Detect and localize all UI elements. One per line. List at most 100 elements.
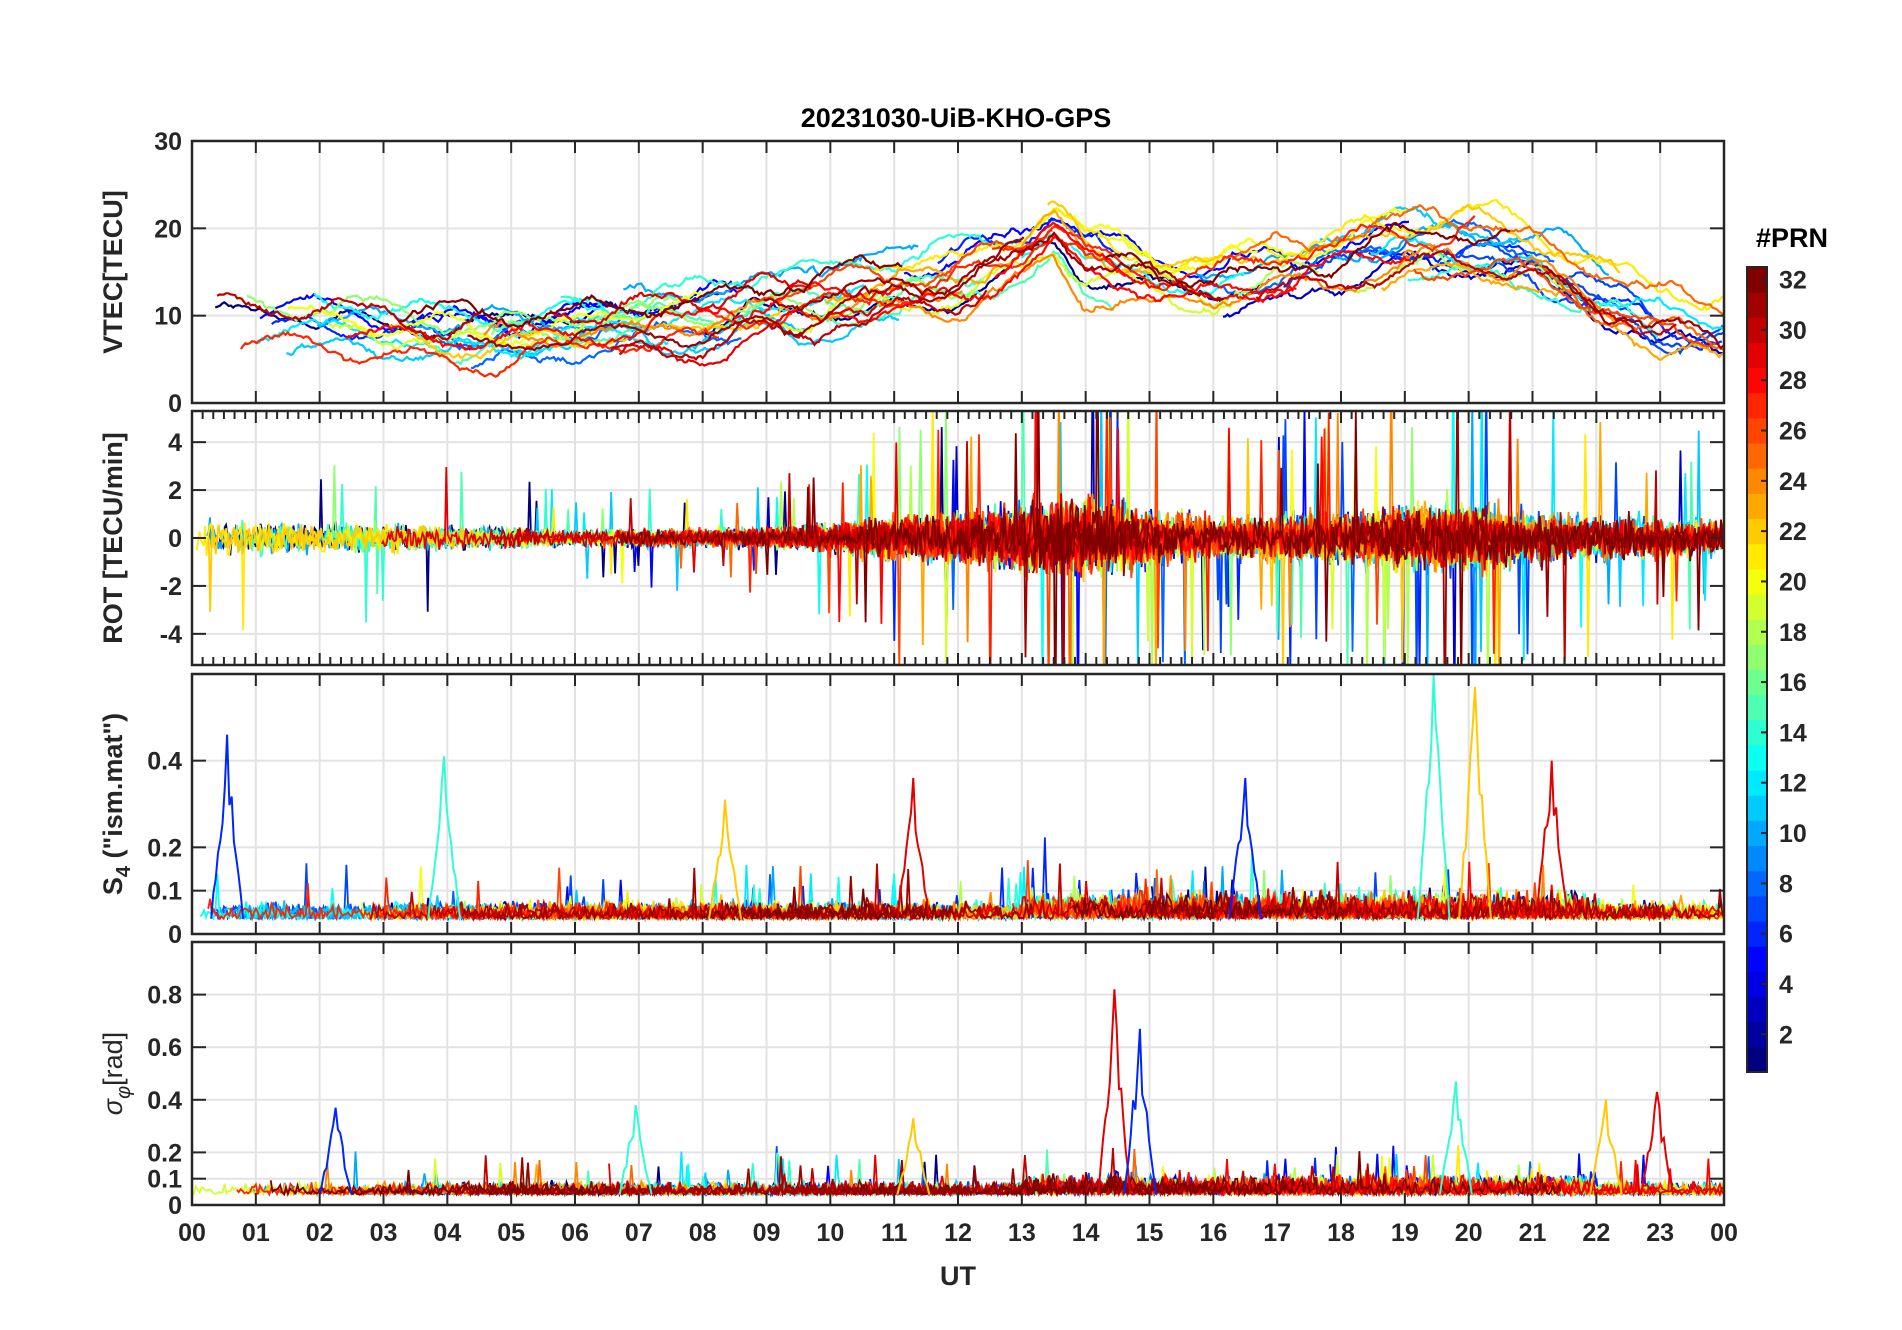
peak-line (1228, 777, 1263, 919)
colorbar-segment (1747, 594, 1767, 620)
y-axis-label: ROT [TECU/min] (98, 432, 128, 643)
colorbar-segment (1747, 820, 1767, 847)
series-line (623, 244, 919, 304)
ticks-s4: 0 0.1 0.2 0.4 (147, 674, 1725, 949)
y-tick-label: 4 (168, 429, 182, 457)
series-line (195, 411, 938, 631)
colorbar-tick-label: 12 (1779, 770, 1807, 798)
x-axis-label: UT (940, 1261, 976, 1291)
y-axis-label: σφ[rad] (98, 1032, 135, 1115)
peak-line (896, 777, 931, 919)
series-line (1031, 208, 1258, 273)
series-line (389, 306, 784, 360)
series-line (207, 523, 487, 612)
series-line (207, 877, 820, 923)
y-axis-label: S4 ("ism.mat") (98, 713, 135, 895)
y-tick-label: 0 (168, 921, 182, 949)
x-tick-label: 08 (689, 1219, 717, 1247)
y-tick-label: 0 (168, 390, 182, 418)
colorbar-segment (1747, 895, 1767, 922)
x-tick-label: 23 (1646, 1219, 1674, 1247)
series-line (216, 292, 484, 342)
peak-line (708, 799, 742, 919)
colorbar-tick-label: 18 (1779, 619, 1807, 647)
series-line (1413, 256, 1716, 348)
x-tick-labels: 00 01 02 03 04 05 06 07 08 09 10 11 12 13 14 15 16 17 18 19… (178, 1219, 1738, 1247)
series-line (992, 215, 1476, 292)
panel-s4: 0 0.1 0.2 0.4 S4 ("ism.mat") (98, 672, 1726, 949)
series-line (399, 254, 903, 328)
colorbar-segment (1747, 644, 1767, 670)
colorbar-segment (1747, 267, 1767, 293)
y-tick-label: -2 (160, 573, 182, 601)
series-line (1031, 411, 1724, 665)
colorbar-tick-label: 2 (1779, 1021, 1793, 1049)
series-line (749, 252, 1235, 334)
y-tick-label: 0.6 (147, 1034, 182, 1062)
series-line (1257, 1164, 1724, 1198)
colorbar-segment (1747, 443, 1767, 469)
colorbar-segment (1747, 568, 1767, 595)
y-tick-label: 0.1 (147, 878, 182, 906)
series-line (1194, 222, 1610, 280)
series-line (1101, 411, 1498, 665)
colorbar-tick-label: 26 (1779, 418, 1807, 446)
ticks-vtec: 0 10 20 30 (154, 128, 1725, 418)
y-tick-label: -4 (160, 621, 182, 649)
y-tick-label: 0.2 (147, 834, 182, 862)
y-tick-label: 10 (154, 303, 182, 331)
series-line (866, 880, 1290, 923)
series-line (610, 289, 988, 361)
series-line (763, 231, 1224, 311)
x-tick-label: 00 (178, 1219, 206, 1247)
y-tick-label: 0.4 (147, 748, 182, 776)
chart-title: 20231030-UiB-KHO-GPS (801, 103, 1112, 133)
x-tick-label: 14 (1072, 1219, 1100, 1247)
series-line (1431, 893, 1663, 922)
series-line (1072, 891, 1345, 922)
series-line (316, 303, 591, 335)
peak-line (896, 1118, 931, 1195)
x-tick-label: 18 (1327, 1219, 1355, 1247)
colorbar-tick-label: 24 (1779, 468, 1807, 496)
series-rot (195, 411, 1724, 665)
series-line (1105, 221, 1511, 289)
series-line (269, 1169, 616, 1198)
colorbar-tick-label: 28 (1779, 367, 1807, 395)
peak-line (210, 734, 245, 919)
x-tick-label: 01 (242, 1219, 270, 1247)
colorbar-segment (1747, 770, 1767, 796)
peak-line (1123, 1028, 1157, 1195)
series-line (413, 274, 984, 366)
colorbar-tick-label: 22 (1779, 518, 1807, 546)
colorbar-segment (1747, 468, 1767, 494)
y-tick-label: 2 (168, 477, 182, 505)
colorbar-label: #PRN (1756, 223, 1828, 253)
series-line (467, 236, 1025, 352)
series-line (1381, 261, 1724, 361)
series-vtec (214, 199, 1724, 378)
y-tick-label: 30 (154, 128, 182, 156)
panel-rot: -4 -2 0 2 4 ROT [TECU/min] (98, 409, 1726, 667)
colorbar-tick-label: 6 (1779, 921, 1793, 949)
colorbar-tick-label: 16 (1779, 669, 1807, 697)
series-line (878, 253, 1416, 323)
colorbar-segment (1747, 946, 1767, 972)
y-tick-label: 0 (168, 1192, 182, 1220)
series-line (994, 221, 1412, 296)
series-line (1231, 203, 1724, 318)
series-line (328, 320, 600, 352)
series-line (1542, 265, 1724, 350)
colorbar-tick-label: 10 (1779, 820, 1807, 848)
colorbar-segment (1747, 317, 1767, 343)
y-axis-label: VTEC[TECU] (98, 190, 128, 354)
x-tick-label: 20 (1455, 1219, 1483, 1247)
colorbar-segment (1747, 744, 1767, 771)
colorbar-segment (1747, 417, 1767, 444)
x-tick-label: 17 (1263, 1219, 1291, 1247)
series-line (825, 208, 1151, 304)
ticks-rot: -4 -2 0 2 4 (160, 411, 1725, 665)
colorbar-segment (1747, 1021, 1767, 1048)
series-line (620, 411, 1131, 623)
panel-sigma: 00.10.2 0.4 0.6 0.8 σφ[rad] (98, 940, 1726, 1220)
